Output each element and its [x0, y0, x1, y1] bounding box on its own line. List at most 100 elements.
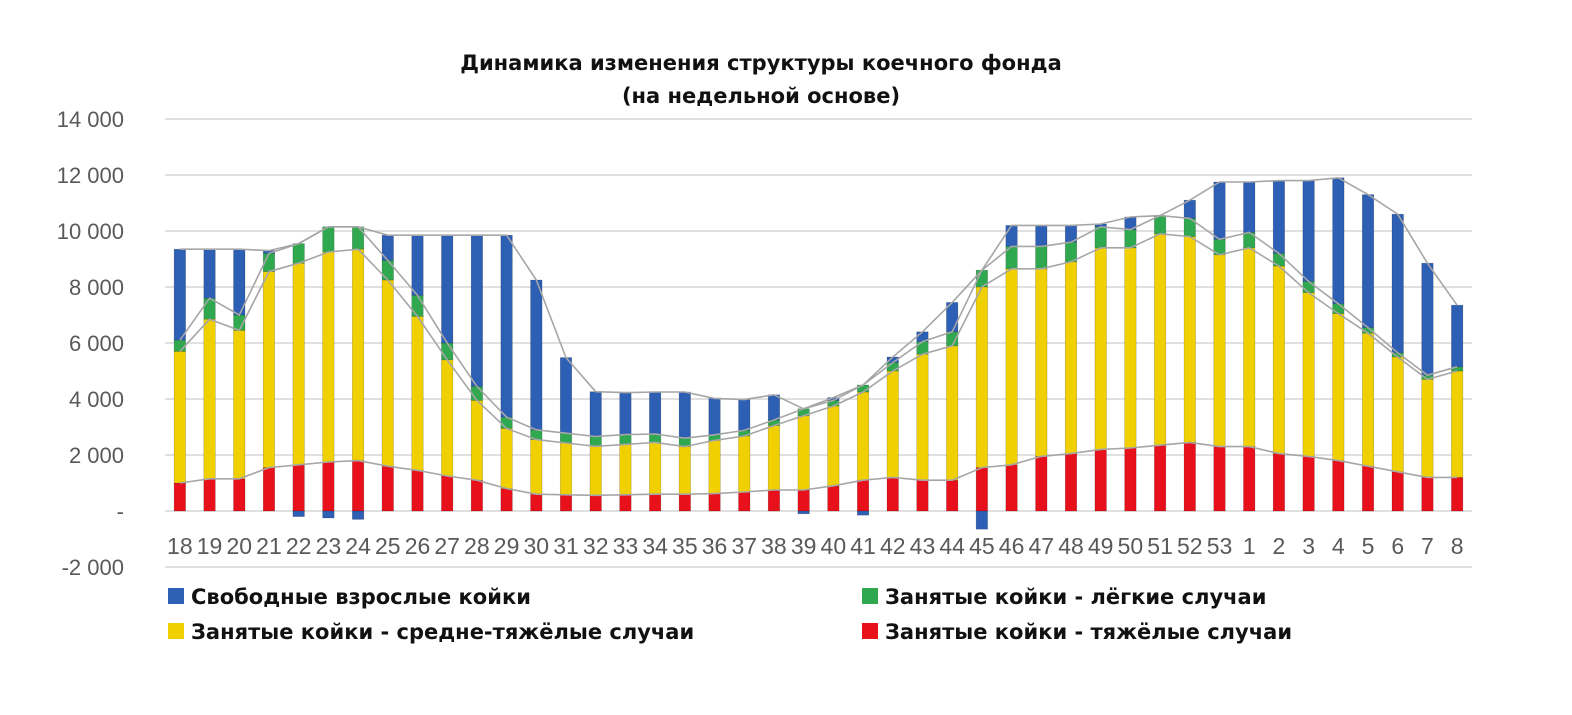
- x-tick-label: 43: [910, 533, 936, 559]
- legend-swatch-severe: [862, 623, 878, 639]
- x-tick-label: 50: [1118, 533, 1144, 559]
- bar-segment: [619, 494, 632, 512]
- x-tick-label: 52: [1177, 533, 1203, 559]
- bar-segment: [1154, 233, 1167, 446]
- bar-segment: [1332, 177, 1345, 305]
- bar-segment: [1332, 313, 1345, 461]
- bar-segment: [619, 444, 632, 496]
- bar-segment: [559, 442, 573, 496]
- bar-segment: [173, 248, 186, 341]
- x-tick-label: 33: [613, 533, 639, 559]
- bar-segment: [619, 434, 632, 445]
- bar-segment: [1064, 241, 1078, 263]
- x-tick-label: 3: [1302, 533, 1315, 559]
- x-tick-label: 23: [316, 533, 342, 559]
- bar-segment: [886, 362, 899, 372]
- x-tick-label: 51: [1147, 533, 1173, 559]
- bar-segment: [916, 479, 929, 512]
- bar-segment: [708, 440, 721, 494]
- bar-segment: [1272, 453, 1285, 512]
- bar-segment: [1243, 446, 1256, 512]
- bar-segment: [857, 510, 870, 516]
- bar-segment: [203, 318, 216, 480]
- bar-segment: [589, 436, 602, 447]
- bar-segment: [589, 446, 602, 496]
- bar-segment: [1302, 456, 1315, 512]
- x-tick-label: 30: [524, 533, 550, 559]
- bar-segment: [1361, 332, 1375, 467]
- bar-segment: [797, 489, 810, 512]
- legend-label-moderate: Занятые койки - средне-тяжёлые случаи: [191, 620, 694, 644]
- series-line: [179, 176, 1458, 410]
- bar-segment: [767, 489, 780, 512]
- x-tick-label: 53: [1207, 533, 1233, 559]
- bar-segment: [500, 234, 513, 418]
- bar-segment: [1035, 225, 1048, 247]
- bar-segment: [886, 477, 899, 512]
- x-axis: 18 19 20 21 22 23 24 25 26 27 28 29 30 31 32 33 34 35 36 37…: [167, 533, 1463, 559]
- bar-segment: [262, 271, 276, 468]
- bar-segment: [292, 262, 305, 466]
- x-tick-label: 37: [731, 533, 757, 559]
- bar-segment: [233, 478, 246, 512]
- x-tick-label: 5: [1362, 533, 1375, 559]
- bar-segment: [946, 479, 959, 512]
- bar-segment: [559, 432, 573, 444]
- y-tick-label: 14 000: [57, 107, 124, 132]
- bar-segment: [1391, 213, 1404, 354]
- legend-item-moderate: Занятые койки - средне-тяжёлые случаи: [168, 620, 694, 644]
- bar-segment: [1213, 181, 1226, 240]
- bar-segment: [233, 330, 246, 480]
- x-tick-label: 40: [821, 533, 847, 559]
- bar-segment: [678, 446, 691, 495]
- bar-segment: [649, 493, 662, 512]
- bar-segment: [203, 478, 216, 512]
- bar-segment: [1035, 456, 1048, 512]
- bar-segment: [797, 510, 810, 515]
- x-tick-label: 8: [1451, 533, 1464, 559]
- series-line: [179, 441, 1458, 497]
- y-tick-label: 4 000: [69, 387, 124, 412]
- legend-label-free-beds: Свободные взрослые койки: [191, 585, 531, 609]
- bar-segment: [916, 353, 929, 481]
- bar-segment: [1332, 460, 1345, 512]
- bar-segment: [589, 495, 602, 512]
- bars: [173, 177, 1464, 530]
- bar-segment: [173, 482, 186, 512]
- bar-segment: [708, 493, 721, 512]
- bar-segment: [381, 465, 394, 512]
- legend-item-severe: Занятые койки - тяжёлые случаи: [862, 620, 1292, 644]
- x-tick-label: 35: [672, 533, 698, 559]
- legend-label-mild: Занятые койки - лёгкие случаи: [885, 585, 1266, 609]
- bar-segment: [322, 226, 335, 253]
- bar-segment: [1213, 446, 1226, 512]
- bar-segment: [738, 399, 751, 431]
- bar-segment: [619, 392, 632, 435]
- bar-segment: [352, 460, 365, 512]
- bar-segment: [1213, 254, 1226, 447]
- bar-segment: [649, 391, 662, 435]
- bar-segment: [827, 485, 840, 512]
- bar-segment: [381, 279, 394, 467]
- bar-segment: [975, 467, 988, 512]
- bar-segment: [1005, 268, 1018, 466]
- bar-segment: [559, 357, 573, 434]
- x-tick-label: 20: [226, 533, 252, 559]
- bar-segment: [1035, 246, 1048, 270]
- bar-segment: [411, 295, 424, 317]
- y-tick-label: 12 000: [57, 163, 124, 188]
- x-tick-label: 48: [1058, 533, 1084, 559]
- legend-swatch-mild: [862, 588, 878, 604]
- bar-segment: [352, 510, 365, 520]
- y-tick-label: 8 000: [69, 275, 124, 300]
- x-tick-label: 31: [553, 533, 579, 559]
- bar-segment: [500, 428, 513, 489]
- bar-segment: [292, 464, 305, 512]
- bar-segment: [1361, 194, 1375, 328]
- x-tick-label: 47: [1028, 533, 1054, 559]
- bar-segment: [470, 386, 483, 401]
- bar-segment: [975, 286, 988, 468]
- x-tick-label: 18: [167, 533, 193, 559]
- bar-segment: [203, 248, 216, 299]
- bar-segment: [411, 470, 424, 512]
